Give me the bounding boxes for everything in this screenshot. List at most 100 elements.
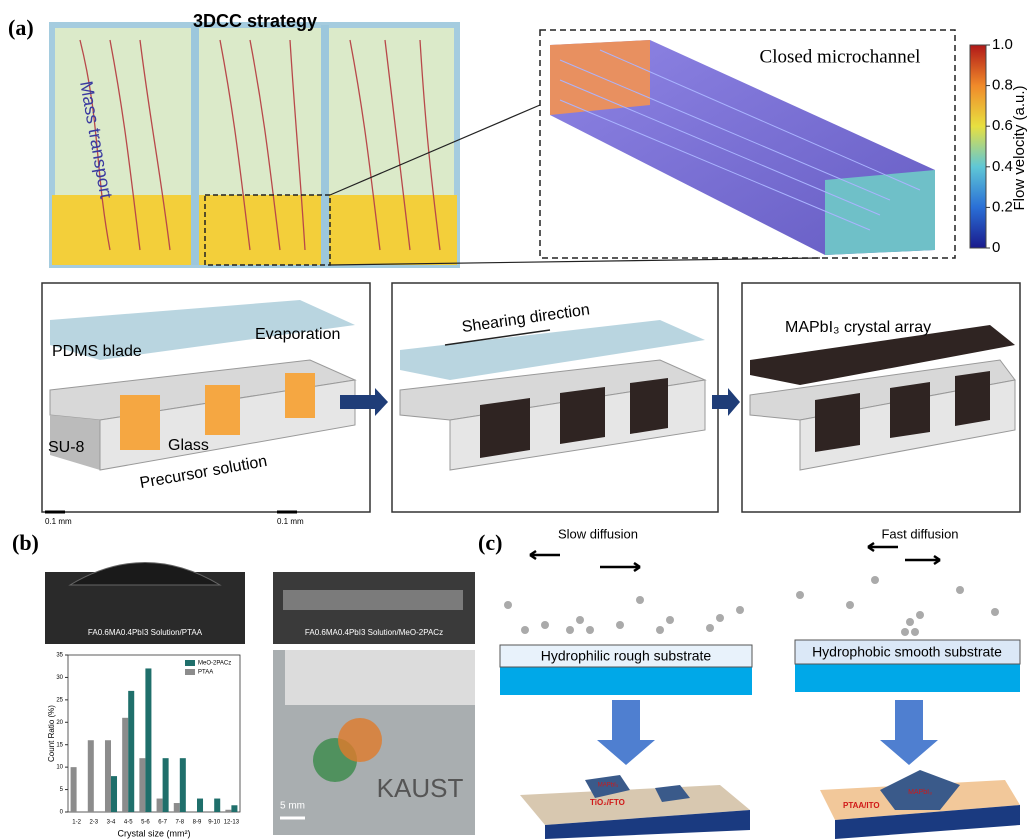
bar [231, 805, 238, 812]
x-tick-label: 6-7 [158, 820, 167, 826]
decoration [796, 591, 804, 599]
bar [111, 776, 118, 812]
decoration [539, 29, 956, 259]
y-tick-label: 10 [56, 765, 63, 771]
decoration [636, 596, 644, 604]
decoration [794, 639, 1021, 665]
colorbar-tick-label: 0.6 [992, 117, 1013, 134]
decoration [716, 614, 724, 622]
decoration [846, 601, 854, 609]
scale-label: 5 mm [280, 801, 305, 812]
legend-label: MeO-2PACz [198, 661, 231, 667]
decoration [880, 770, 960, 810]
colorbar-tick-label: 1.0 [992, 36, 1013, 53]
decoration [906, 618, 914, 626]
decoration [529, 541, 941, 573]
decoration [79, 39, 441, 251]
decoration [706, 624, 714, 632]
scale-label: 0.1 mm [45, 517, 72, 526]
colorbar-tick-label: 0.4 [992, 158, 1013, 175]
decoration [597, 700, 655, 765]
bar [214, 798, 221, 812]
decoration [285, 650, 475, 705]
decoration [712, 388, 740, 416]
panel-title: 3DCC strategy [193, 11, 317, 31]
decoration [504, 601, 512, 609]
decoration [50, 300, 355, 360]
decoration [560, 387, 605, 444]
x-tick-label: 4-5 [124, 820, 133, 826]
y-axis-label: Count Ratio (%) [47, 705, 56, 762]
decoration [880, 700, 938, 765]
decoration [444, 329, 551, 346]
x-tick-label: 5-6 [141, 820, 150, 826]
bar [139, 758, 146, 812]
decoration [835, 805, 1020, 839]
y-tick-label: 0 [60, 810, 64, 816]
decoration [656, 626, 664, 634]
decoration [400, 320, 705, 380]
decoration [504, 576, 999, 636]
decoration [991, 608, 999, 616]
legend-swatch [185, 669, 195, 675]
y-tick-label: 30 [56, 675, 63, 681]
colorbar-tick-label: 0.8 [992, 77, 1013, 94]
process-steps [41, 282, 1021, 513]
annotation: Closed microchannel [760, 46, 921, 67]
decoration [911, 628, 919, 636]
y-tick-label: 20 [56, 720, 63, 726]
bar [173, 803, 180, 812]
bar [225, 809, 232, 812]
x-tick-label: 7-8 [175, 820, 184, 826]
decoration [815, 393, 860, 452]
colorbar [969, 44, 987, 249]
annotation: SU-8 [48, 439, 85, 456]
diffusion-diagram [499, 541, 1021, 839]
x-tick-label: 9-10 [208, 820, 221, 826]
image-caption: FA0.6MA0.4PbI3 Solution/PTAA [88, 628, 203, 637]
panel-label: (c) [478, 530, 502, 555]
decoration [666, 616, 674, 624]
annotation: Glass [168, 437, 209, 454]
decoration [871, 576, 879, 584]
bar [70, 767, 77, 812]
y-tick-label: 15 [56, 742, 63, 748]
x-tick-label: 2-3 [89, 820, 98, 826]
bar [128, 690, 135, 812]
annotation: PTAA/ITO [843, 801, 880, 810]
decoration [68, 562, 222, 586]
panel-label: (a) [8, 15, 34, 40]
bar-chart: 0 5 10 15 20 25 30 35 1-2 2-3 3-4 4-5 5-6 6-7 7-8 8-9 9-… [47, 653, 241, 838]
x-tick-label: 3-4 [107, 820, 116, 826]
x-axis-label: Crystal size (mm²) [118, 828, 191, 838]
annotation: Hydrophilic rough substrate [541, 648, 712, 664]
y-tick-label: 35 [56, 653, 63, 659]
decoration [340, 388, 388, 416]
x-tick-label: 8-9 [193, 820, 202, 826]
bar [145, 668, 152, 812]
legend-label: PTAA [198, 670, 213, 676]
decoration [825, 170, 935, 255]
decoration [576, 616, 584, 624]
decoration [329, 104, 541, 196]
colorbar-label: Flow velocity (a.u.) [1011, 85, 1028, 210]
annotation: MAPbI₃ crystal array [785, 319, 931, 336]
colorbar-tick-label: 0.2 [992, 198, 1013, 215]
decoration [955, 371, 990, 426]
annotation: Slow diffusion [558, 526, 638, 541]
decoration [916, 611, 924, 619]
x-tick-label: 12-13 [224, 820, 240, 826]
bar [122, 717, 129, 812]
decoration [566, 626, 574, 634]
decoration [616, 621, 624, 629]
decoration [585, 775, 630, 798]
decoration [736, 606, 744, 614]
decoration [901, 628, 909, 636]
decoration [890, 382, 930, 438]
decoration [750, 325, 1015, 385]
annotation: TiO₂/FTO [590, 798, 625, 807]
contact-angle-images [45, 510, 475, 835]
blocks [49, 22, 821, 268]
decoration [285, 373, 315, 418]
bar [162, 758, 169, 812]
